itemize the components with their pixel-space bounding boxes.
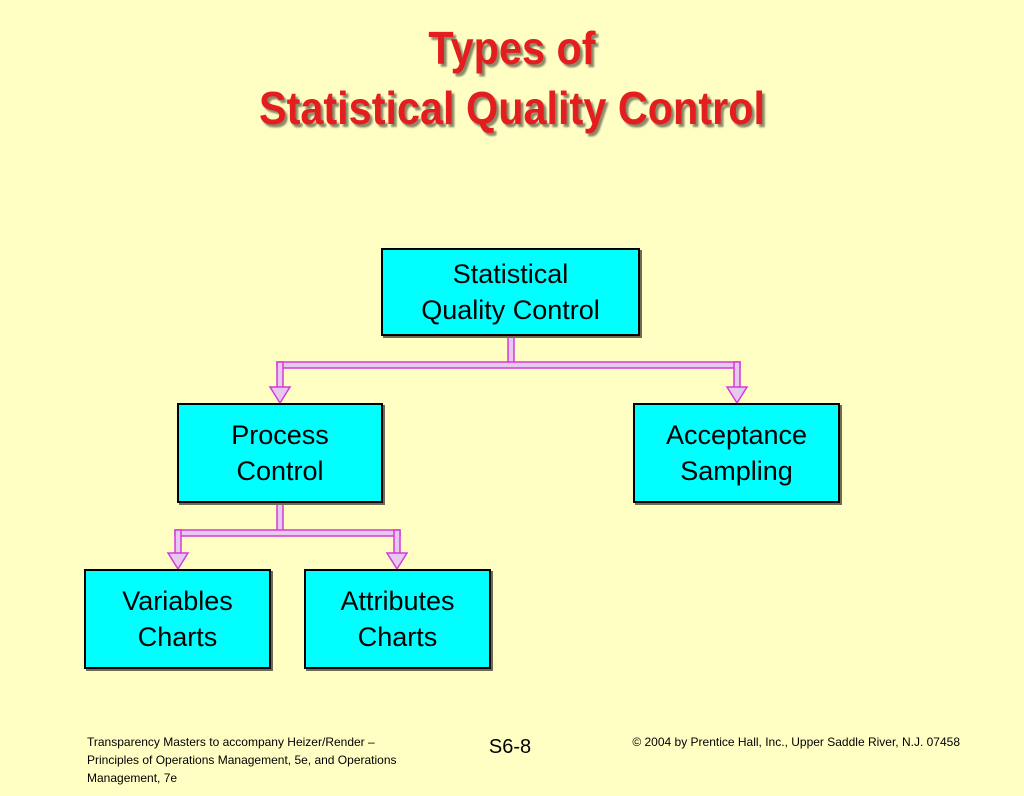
arrowhead-attributes-charts [385, 552, 409, 571]
slide-title: Types of Statistical Quality Control [51, 18, 973, 138]
drop-to-process-control [276, 361, 284, 389]
node-label-line-1: Acceptance [665, 420, 808, 450]
title-line-2: Statistical Quality Control [258, 82, 766, 134]
node-variables-charts: Variables Charts [84, 569, 271, 669]
node-statistical-quality-control: Statistical Quality Control [381, 248, 640, 336]
footer-source-line-1: Transparency Masters to accompany Heizer… [87, 735, 375, 749]
arrowhead-variables-charts [166, 552, 190, 571]
drop-to-acceptance-sampling [733, 361, 741, 389]
footer-source-line-3: Management, 7e [87, 771, 178, 785]
node-acceptance-sampling: Acceptance Sampling [633, 403, 840, 503]
copyright-notice: © 2004 by Prentice Hall, Inc., Upper Sad… [632, 735, 960, 749]
footer-source-note: Transparency Masters to accompany Heizer… [87, 733, 407, 787]
title-line-1: Types of [428, 22, 596, 74]
footer-source-line-2: Principles of Operations Management, 5e,… [87, 753, 397, 767]
node-label-line-2: Charts [137, 622, 218, 652]
node-label-line-2: Sampling [680, 456, 793, 486]
node-attributes-charts: Attributes Charts [304, 569, 491, 669]
node-label-line-2: Quality Control [421, 295, 600, 325]
arrowhead-process-control [268, 386, 292, 405]
node-process-control: Process Control [177, 403, 383, 503]
node-label-line-1: Attributes [340, 586, 455, 616]
process-control-branch-bar [174, 529, 401, 537]
drop-to-variables-charts [174, 529, 182, 555]
node-label-line-1: Process [231, 420, 329, 450]
arrowhead-acceptance-sampling [725, 386, 749, 405]
drop-to-attributes-charts [393, 529, 401, 555]
process-control-stem [276, 501, 284, 535]
node-label-line-2: Charts [357, 622, 438, 652]
node-label-line-1: Variables [122, 586, 233, 616]
node-label-line-2: Control [236, 456, 324, 486]
slide-number: S6-8 [488, 736, 532, 758]
root-branch-bar [276, 361, 741, 369]
node-label-line-1: Statistical [452, 259, 569, 289]
